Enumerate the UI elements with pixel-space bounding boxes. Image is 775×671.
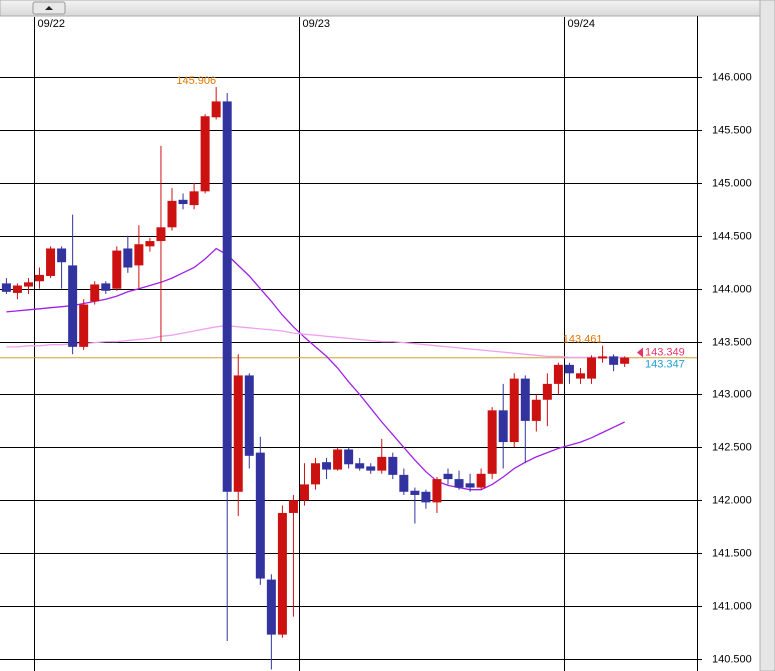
y-tick-label: 144.500	[712, 230, 752, 242]
y-tick-label: 144.000	[712, 283, 752, 295]
y-tick-label: 142.000	[712, 494, 752, 506]
candle-body	[101, 283, 111, 291]
candle-body	[399, 474, 409, 492]
y-tick-label: 145.500	[712, 124, 752, 136]
candle-body	[123, 248, 133, 268]
candle-body	[575, 373, 585, 379]
x-tick-label: 09/24	[568, 18, 596, 30]
candle-body	[410, 490, 420, 495]
candle-body	[255, 452, 265, 579]
candle-body	[322, 462, 332, 470]
candle-body	[23, 282, 33, 287]
price-label: 143.349	[645, 346, 685, 358]
candle-body	[487, 410, 497, 474]
candle-body	[333, 449, 343, 470]
candle-body	[509, 378, 519, 443]
candle-body	[520, 378, 530, 421]
candle-body	[57, 248, 67, 263]
candle-body	[388, 456, 398, 475]
candle-body	[189, 191, 199, 206]
candle-body	[531, 399, 541, 421]
candle-body	[167, 200, 177, 228]
x-tick-label: 09/22	[38, 18, 66, 30]
candle-body	[476, 473, 486, 488]
candle-body	[35, 274, 45, 282]
candle-body	[355, 463, 365, 469]
price-label: 143.347	[645, 359, 685, 371]
moving-average-line	[6, 247, 625, 491]
y-tick-label: 143.000	[712, 388, 752, 400]
candle-body	[288, 500, 298, 513]
candle-body	[112, 250, 122, 289]
high-annotation: 143.461	[563, 334, 603, 346]
plot-area: 140.500 141.000 141.500 142.000 142.500 143.0…	[0, 17, 752, 671]
y-tick-label: 141.000	[712, 600, 752, 612]
candle-body	[12, 285, 22, 293]
candle-body	[277, 512, 287, 635]
y-tick-label: 140.500	[712, 653, 752, 665]
candle-body	[1, 283, 11, 292]
price-marker	[637, 347, 643, 358]
candle-body	[542, 383, 552, 400]
scrollbar[interactable]	[759, 0, 775, 671]
candle-body	[200, 116, 210, 192]
candle-body	[46, 248, 56, 276]
candle-body	[366, 466, 376, 471]
candle-body	[68, 265, 78, 347]
y-tick-label: 146.000	[712, 71, 752, 83]
candle-body	[377, 456, 387, 471]
candle-body	[421, 491, 431, 503]
y-tick-label: 143.500	[712, 336, 752, 348]
candle-body	[443, 473, 453, 480]
candle-body	[134, 244, 144, 266]
candle-body	[609, 356, 619, 365]
toolbar	[0, 0, 761, 17]
candle-body	[311, 463, 321, 485]
y-tick-label: 142.500	[712, 441, 752, 453]
y-tick-label: 141.500	[712, 547, 752, 559]
candle-body	[553, 364, 563, 384]
candle-body	[90, 284, 100, 302]
candle-body	[299, 484, 309, 501]
y-tick-label: 145.000	[712, 177, 752, 189]
candle-body	[598, 356, 608, 359]
x-tick-label: 09/23	[303, 18, 331, 30]
candle-body	[244, 375, 254, 456]
moving-average-line	[6, 325, 625, 359]
candle-body	[178, 199, 188, 205]
candle-body	[498, 410, 508, 443]
candle-body	[266, 579, 276, 635]
candle-body	[432, 479, 442, 503]
candle-body	[222, 101, 232, 492]
candle-body	[79, 304, 89, 347]
candle-body	[145, 241, 155, 247]
candle-body	[564, 364, 574, 374]
candle-body	[233, 375, 243, 492]
high-annotation: 145.906	[176, 75, 216, 87]
candle-body	[620, 357, 630, 364]
candle-body	[211, 101, 221, 118]
candle-body	[454, 479, 464, 488]
candle-body	[156, 227, 166, 242]
candle-body	[465, 483, 475, 488]
arrow-icon	[45, 6, 53, 10]
candle-body	[587, 357, 597, 379]
candle-body	[344, 449, 354, 465]
